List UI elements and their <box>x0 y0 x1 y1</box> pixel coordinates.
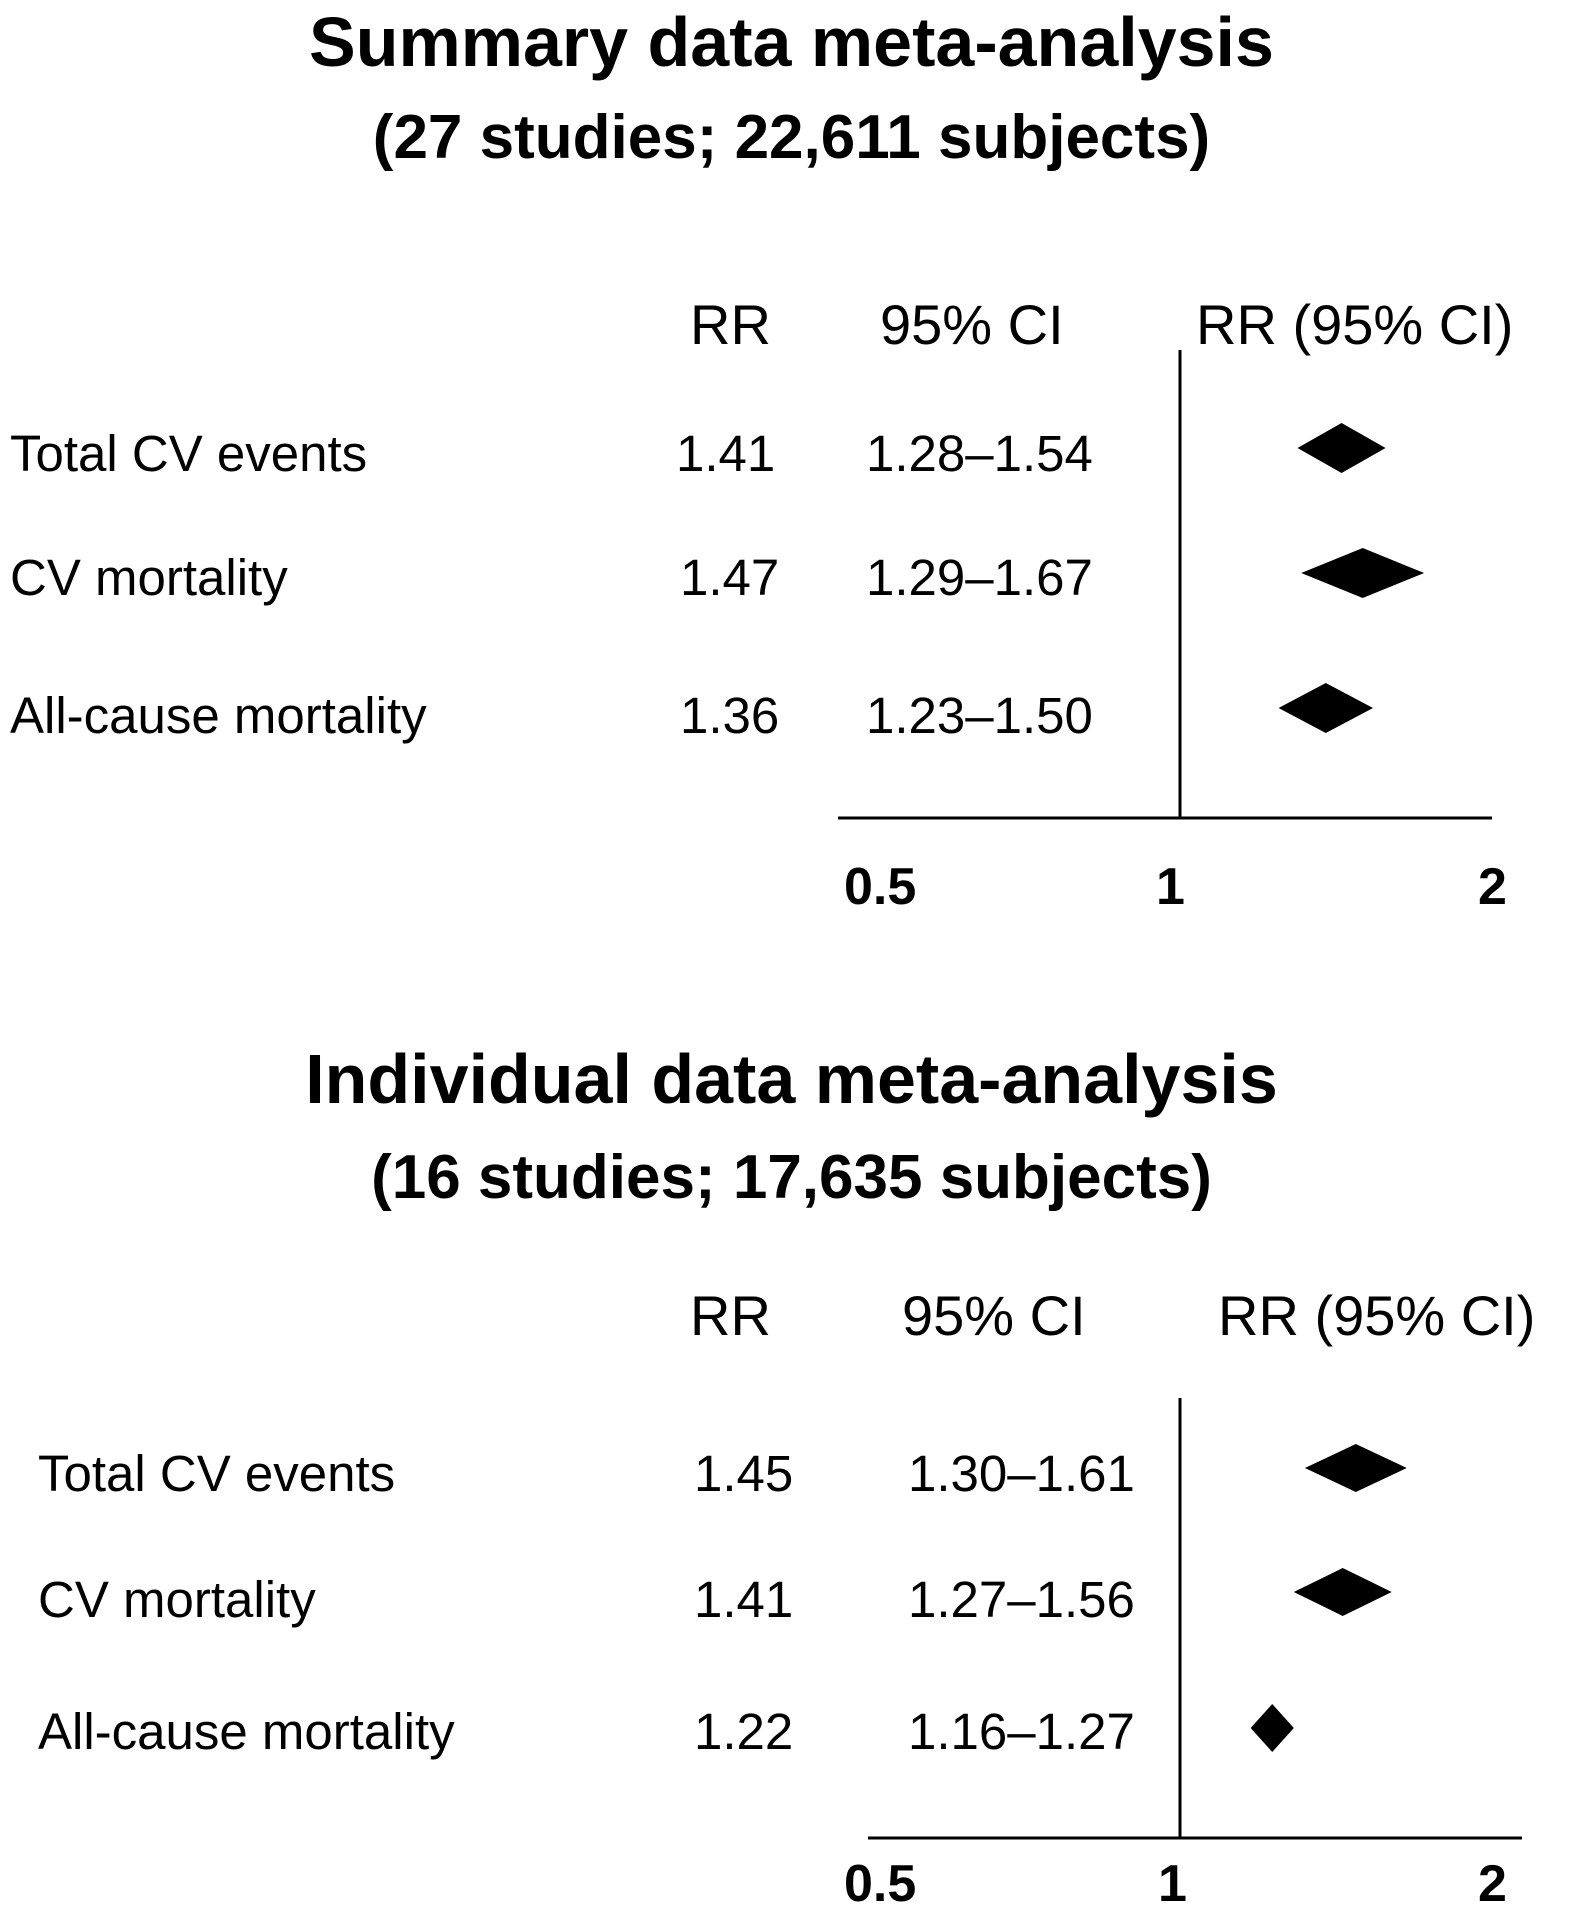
row-label: Total CV events <box>38 1445 396 1502</box>
forest-panel-summary: Summary data meta-analysis (27 studies; … <box>0 0 1583 960</box>
forest-panel-individual: Individual data meta-analysis (16 studie… <box>0 1020 1583 1928</box>
row-label: All-cause mortality <box>10 687 427 744</box>
column-header-rr: RR <box>690 293 771 356</box>
column-header-rr: RR <box>690 1284 771 1347</box>
column-header-plot: RR (95% CI) <box>1218 1284 1536 1347</box>
panel-subtitle: (16 studies; 17,635 subjects) <box>371 1143 1212 1212</box>
rr-diamond-marker <box>1278 683 1374 733</box>
rr-value: 1.41 <box>694 1571 794 1628</box>
panel-subtitle: (27 studies; 22,611 subjects) <box>372 103 1211 172</box>
x-tick-label: 0.5 <box>844 858 917 916</box>
row-label: All-cause mortality <box>38 1703 455 1760</box>
rr-value: 1.45 <box>694 1445 794 1502</box>
rr-diamond-marker <box>1297 423 1386 473</box>
row-label: CV mortality <box>10 549 288 606</box>
x-tick-label: 1 <box>1158 1855 1187 1913</box>
x-tick-label: 0.5 <box>844 1855 917 1913</box>
ci-value: 1.23–1.50 <box>866 687 1093 744</box>
rr-value: 1.41 <box>676 425 776 482</box>
ci-value: 1.16–1.27 <box>908 1703 1135 1760</box>
ci-value: 1.27–1.56 <box>908 1571 1135 1628</box>
column-header-ci: 95% CI <box>902 1284 1086 1347</box>
rr-value: 1.22 <box>694 1703 794 1760</box>
rr-value: 1.36 <box>680 687 780 744</box>
row-label: Total CV events <box>10 425 368 482</box>
ci-value: 1.28–1.54 <box>866 425 1093 482</box>
ci-value: 1.29–1.67 <box>866 549 1093 606</box>
x-tick-label: 2 <box>1478 1855 1507 1913</box>
forest-plot-individual <box>868 1398 1522 1840</box>
rr-diamond-marker <box>1250 1704 1294 1752</box>
panel-title: Summary data meta-analysis <box>309 3 1274 81</box>
forest-plot-summary <box>838 350 1492 820</box>
rr-value: 1.47 <box>680 549 780 606</box>
x-tick-label: 2 <box>1478 858 1507 916</box>
column-header-plot: RR (95% CI) <box>1196 293 1514 356</box>
column-header-ci: 95% CI <box>880 293 1064 356</box>
rr-diamond-marker <box>1301 548 1425 598</box>
rr-diamond-marker <box>1293 1568 1392 1616</box>
panel-title: Individual data meta-analysis <box>305 1040 1278 1118</box>
ci-value: 1.30–1.61 <box>908 1445 1135 1502</box>
x-tick-label: 1 <box>1156 858 1185 916</box>
rr-diamond-marker <box>1304 1444 1407 1492</box>
row-label: CV mortality <box>38 1571 316 1628</box>
